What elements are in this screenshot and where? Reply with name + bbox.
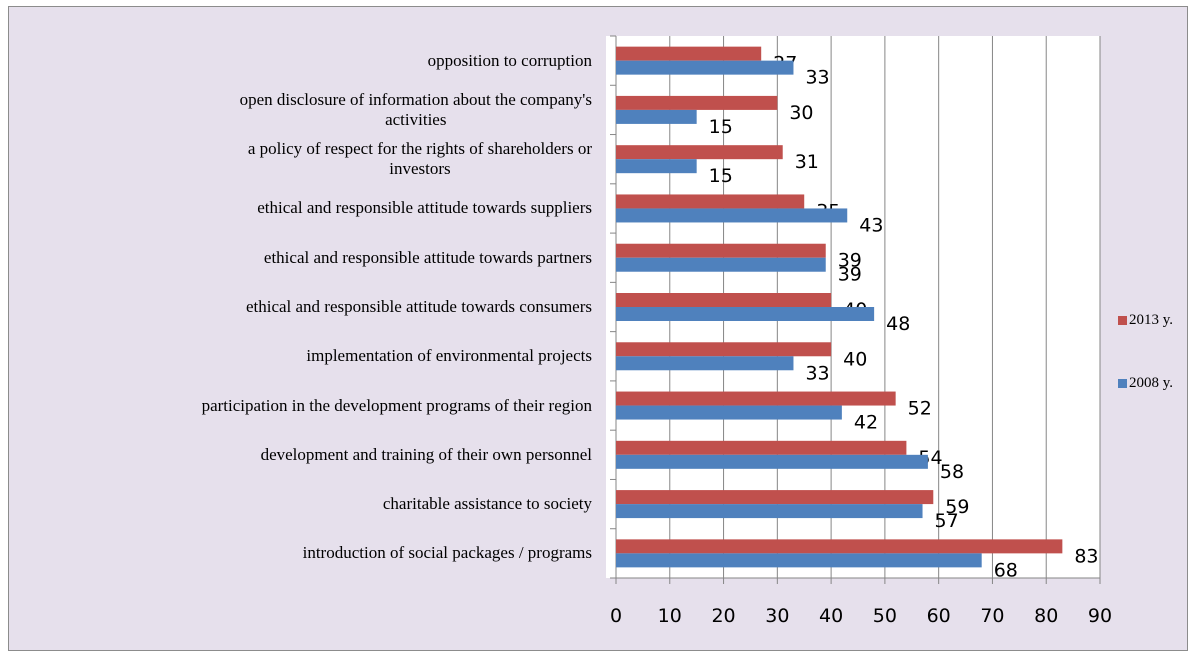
bar (616, 356, 794, 371)
bar (616, 243, 826, 258)
value-label: 15 (709, 165, 733, 187)
category-label: introduction of social packages / progra… (302, 543, 592, 563)
bar (616, 46, 762, 61)
category-label: charitable assistance to society (382, 494, 592, 514)
value-label: 83 (1074, 545, 1098, 567)
x-tick-label: 80 (1034, 605, 1058, 627)
bar (616, 391, 896, 406)
bar (616, 307, 875, 321)
legend-swatch (1118, 379, 1127, 388)
bar (616, 405, 842, 420)
category-label: development and training of their own pe… (260, 444, 592, 464)
category-label: ethical and responsible attitude towards… (257, 198, 592, 218)
category-label: participation in the development program… (201, 395, 592, 415)
bar (616, 109, 697, 124)
value-label: 48 (886, 313, 910, 335)
bar (616, 95, 778, 110)
x-tick-label: 70 (980, 605, 1004, 627)
x-tick-label: 0 (610, 605, 622, 627)
value-label: 39 (838, 264, 862, 286)
legend-label: 2008 y. (1129, 375, 1174, 391)
category-label: open disclosure of information about the… (239, 89, 592, 129)
legend-label: 2013 y. (1129, 312, 1174, 328)
bar (616, 553, 982, 568)
value-label: 68 (994, 559, 1018, 581)
bar (616, 194, 805, 209)
category-label: ethical and responsible attitude towards… (263, 247, 592, 267)
value-label: 33 (805, 362, 829, 384)
bar (616, 145, 783, 160)
bar (616, 293, 832, 307)
bar (616, 539, 1063, 554)
category-label: implementation of environmental projects (306, 346, 592, 366)
legend-swatch (1118, 316, 1127, 325)
x-tick-label: 90 (1088, 605, 1112, 627)
bar (616, 454, 928, 469)
bar (616, 257, 826, 272)
category-label: opposition to corruption (427, 50, 592, 70)
bar (616, 208, 848, 223)
value-label: 59 (945, 496, 969, 518)
bar (616, 342, 832, 357)
value-label: 52 (908, 398, 932, 420)
value-label: 43 (859, 214, 883, 236)
legend-item: 2013 y. (1118, 310, 1175, 331)
value-label: 33 (805, 67, 829, 89)
value-label: 39 (838, 250, 862, 272)
x-tick-label: 60 (927, 605, 951, 627)
bar (616, 60, 794, 75)
value-label: 40 (843, 348, 867, 370)
x-tick-label: 10 (658, 605, 682, 627)
bar (616, 159, 697, 174)
value-label: 30 (789, 102, 813, 124)
value-label: 58 (940, 461, 964, 483)
legend-item: 2008 y. (1118, 373, 1175, 394)
value-label: 57 (935, 510, 959, 532)
value-label: 31 (795, 151, 819, 173)
value-label: 15 (709, 116, 733, 138)
x-tick-label: 50 (873, 605, 897, 627)
value-label: 42 (854, 412, 878, 434)
bar (616, 490, 934, 505)
category-label: ethical and responsible attitude towards… (245, 297, 592, 316)
bar (616, 440, 907, 455)
x-tick-label: 30 (765, 605, 789, 627)
x-tick-label: 40 (819, 605, 843, 627)
category-label: a policy of respect for the rights of sh… (247, 139, 592, 179)
x-tick-label: 20 (711, 605, 735, 627)
bar (616, 504, 923, 519)
legend: 2013 y. 2008 y. (1118, 310, 1175, 436)
